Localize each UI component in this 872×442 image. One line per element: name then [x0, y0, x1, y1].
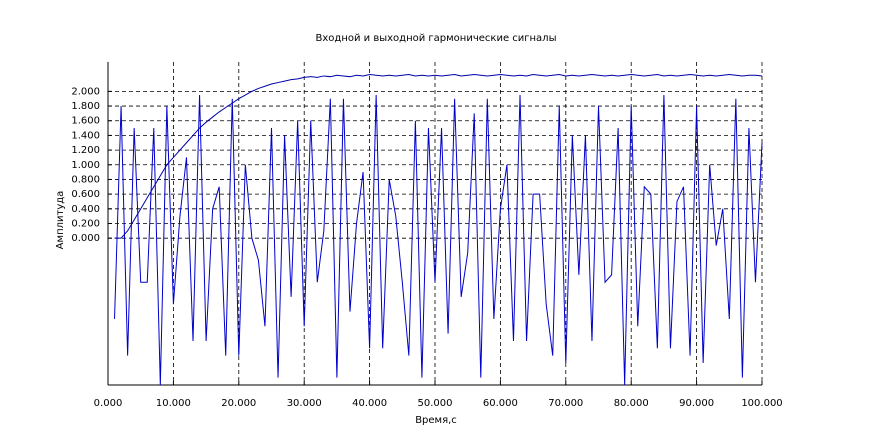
x-tick-label: 50.000: [418, 398, 453, 409]
y-tick-label: 0.200: [71, 219, 100, 230]
y-tick-label: 2.000: [71, 86, 100, 97]
y-tick-label: 1.400: [71, 130, 100, 141]
y-tick-label: 1.200: [71, 145, 100, 156]
chart-title: Входной и выходной гармонические сигналы: [316, 33, 557, 44]
y-tick-label: 0.000: [71, 233, 100, 244]
y-tick-label: 0.600: [71, 189, 100, 200]
x-tick-label: 10.000: [156, 398, 191, 409]
x-tick-label: 40.000: [352, 398, 387, 409]
x-tick-label: 20.000: [221, 398, 256, 409]
y-tick-label: 1.000: [71, 160, 100, 171]
x-tick-label: 90.000: [679, 398, 714, 409]
y-tick-label: 0.800: [71, 174, 100, 185]
y-tick-label: 1.600: [71, 116, 100, 127]
series-line: [114, 95, 763, 386]
y-tick-label: 1.800: [71, 101, 100, 112]
x-tick-label: 60.000: [483, 398, 518, 409]
x-tick-label: 70.000: [548, 398, 583, 409]
y-axis-label: Амплитуда: [55, 191, 66, 250]
x-tick-label: 80.000: [614, 398, 649, 409]
series-line: [114, 73, 763, 239]
x-tick-label: 30.000: [287, 398, 322, 409]
x-axis-label: Время,с: [415, 415, 457, 426]
y-tick-label: 0.400: [71, 204, 100, 215]
x-tick-label: 0.000: [94, 398, 123, 409]
x-tick-label: 100.000: [741, 398, 782, 409]
